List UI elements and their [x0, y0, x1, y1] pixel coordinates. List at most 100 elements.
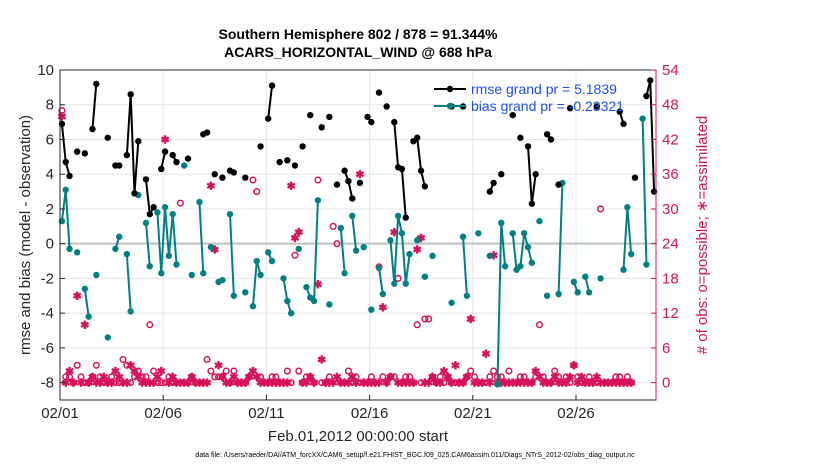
bias-point [303, 283, 310, 291]
bias-point [142, 219, 150, 227]
obs-possible-point [597, 205, 605, 213]
obs-assimilated-stroke [577, 373, 586, 380]
obs-assimilated-point [156, 366, 166, 376]
rmse-point [391, 118, 398, 126]
obs-possible-point [192, 379, 200, 387]
y-right-tick-label: 6 [662, 340, 670, 357]
bias-point [494, 381, 501, 388]
bias-point [524, 243, 532, 251]
obs-assimilated-stroke [535, 373, 544, 380]
rmse-point [203, 129, 211, 136]
obs-assimilated-stroke [348, 373, 357, 380]
rmse-point [620, 120, 627, 128]
obs-possible-point [268, 373, 276, 381]
bias-line-segment [462, 236, 468, 296]
bias-point [112, 245, 119, 253]
obs-possible-point [337, 379, 345, 387]
obs-assimilated-stroke [332, 373, 342, 380]
obs-possible-point [509, 379, 517, 387]
obs-possible-point [318, 379, 326, 387]
obs-assimilated-stroke [156, 367, 166, 375]
obs-assimilated-stroke [435, 379, 445, 386]
y-left-axis-label: rmse and bias (model - observation) [17, 115, 34, 355]
obs-possible-point [505, 367, 513, 375]
bias-point [582, 273, 589, 280]
y-right-tick-label: 48 [662, 97, 679, 114]
bias-point [421, 273, 429, 280]
obs-possible-point [172, 379, 181, 387]
obs-possible-point [123, 361, 131, 369]
obs-assimilated-stroke [561, 379, 571, 386]
bias-point [475, 230, 482, 237]
obs-possible-point [386, 373, 395, 381]
obs-possible-point [516, 373, 524, 381]
obs-assimilated-stroke [550, 373, 560, 380]
bias-point [352, 247, 360, 254]
bias-point [528, 259, 536, 266]
obs-possible-point [474, 379, 482, 387]
bias-point [341, 270, 348, 277]
obs-assimilated-point [378, 303, 388, 312]
obs-assimilated-point [122, 378, 132, 387]
rmse-point [349, 195, 356, 202]
bias-point [459, 233, 467, 240]
bias-point [520, 230, 528, 237]
rmse-point [643, 92, 650, 100]
y-right-tick-label: 0 [662, 375, 670, 392]
obs-assimilated-point [332, 372, 342, 382]
rmse-line-segment [649, 80, 656, 192]
obs-assimilated-point [290, 233, 300, 243]
obs-possible-point [58, 106, 66, 115]
obs-possible-point [421, 315, 429, 323]
bias-point [165, 252, 173, 260]
bias-point [368, 306, 375, 313]
bias-point [414, 237, 421, 244]
bias-point [543, 292, 551, 299]
bias-point [226, 210, 234, 218]
rmse-line-segment [144, 179, 151, 215]
bias-point [501, 263, 509, 270]
y-left-tick-label: 10 [37, 62, 54, 79]
obs-assimilated-point [412, 245, 422, 254]
rmse-point [333, 181, 341, 188]
bias-line-segment [500, 222, 507, 267]
bias-point [570, 278, 578, 286]
obs-possible-point [425, 315, 433, 323]
obs-possible-point [364, 379, 372, 387]
obs-possible-point [428, 373, 437, 381]
y-left-tick-label: 0 [46, 236, 54, 253]
bias-line-segment [125, 254, 132, 312]
bias-point [104, 334, 111, 341]
bias-point [116, 233, 123, 240]
obs-possible-point [577, 379, 586, 387]
bias-point [643, 261, 650, 268]
obs-possible-point [398, 379, 406, 387]
rmse-point [257, 143, 264, 150]
obs-assimilated-stroke [99, 373, 109, 380]
y-left-tick-label: 6 [46, 131, 54, 148]
bias-line-segment [160, 207, 167, 274]
obs-possible-point [371, 379, 379, 387]
obs-possible-point [448, 379, 456, 387]
obs-possible-point [555, 373, 563, 381]
bias-point [93, 271, 100, 279]
obs-assimilated-stroke [57, 113, 67, 120]
obs-possible-point [283, 367, 291, 375]
obs-possible-point [207, 367, 215, 375]
rmse-point [116, 162, 123, 169]
rmse-point [368, 118, 375, 126]
rmse-point [490, 179, 497, 187]
obs-possible-point [551, 367, 559, 375]
bias-point [188, 271, 196, 279]
y-left-tick-label: 2 [46, 201, 54, 218]
obs-possible-point [153, 379, 161, 387]
bias-point [555, 290, 562, 298]
obs-possible-point [299, 379, 307, 387]
obs-assimilated-stroke [565, 373, 575, 380]
rmse-point [242, 174, 249, 181]
obs-possible-point [490, 367, 498, 375]
rmse-point [104, 134, 111, 141]
bias-point [284, 297, 291, 305]
bias-line-segment [496, 222, 503, 385]
